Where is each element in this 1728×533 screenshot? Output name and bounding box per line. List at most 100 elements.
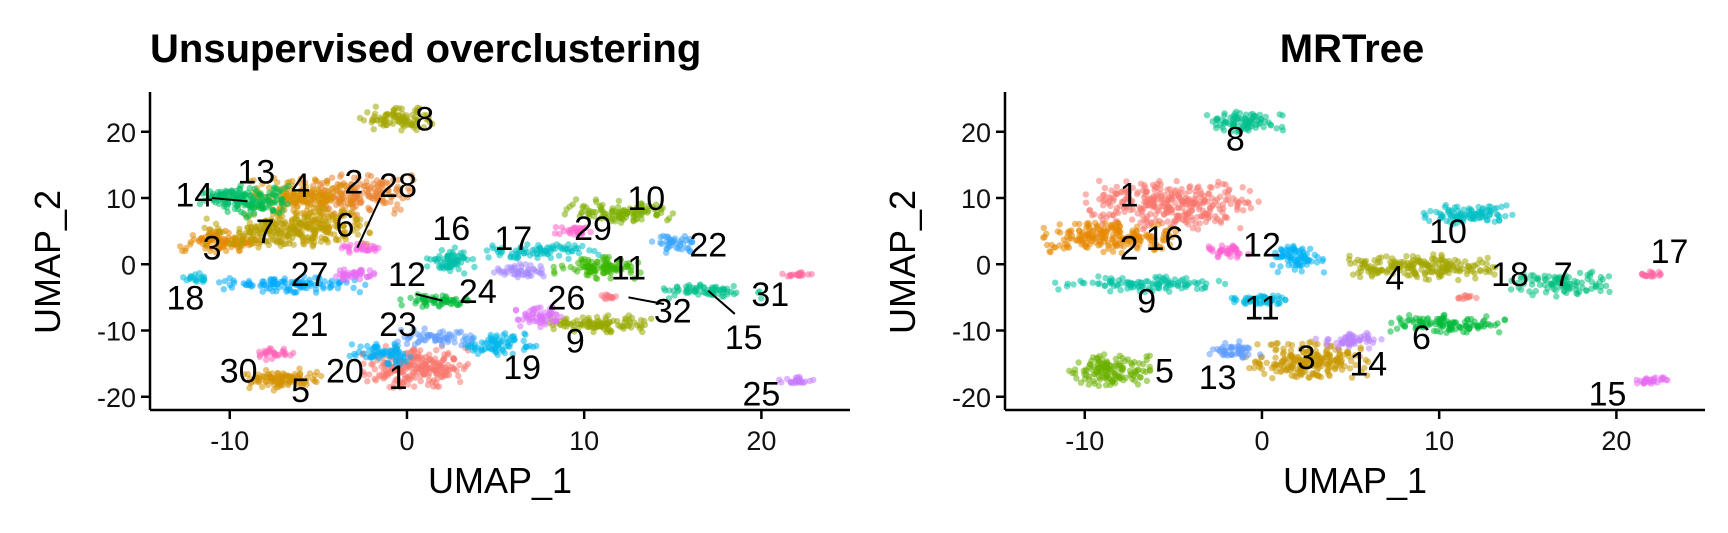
data-point [1268, 341, 1276, 348]
data-point [525, 314, 532, 321]
data-point [555, 252, 563, 259]
data-point [347, 197, 354, 204]
data-point [1097, 213, 1104, 220]
data-point [1341, 363, 1348, 370]
data-point [1659, 375, 1666, 383]
data-point [784, 375, 791, 383]
cluster-label-8: 8 [415, 101, 434, 139]
cluster-label-18: 18 [1491, 256, 1529, 294]
data-point [546, 244, 553, 251]
data-point [1633, 380, 1641, 387]
data-point [296, 365, 303, 372]
data-point [1378, 336, 1385, 343]
data-point [1396, 314, 1403, 322]
data-point [1100, 351, 1108, 358]
data-point [1473, 294, 1480, 302]
data-point [263, 351, 270, 359]
cluster-label-15: 15 [725, 319, 763, 357]
data-point [322, 197, 329, 204]
y-tick-label: 0 [121, 250, 136, 280]
data-point [1143, 233, 1151, 240]
data-point [1194, 226, 1202, 233]
data-point [1442, 258, 1449, 265]
data-point [1456, 323, 1463, 330]
data-point [1248, 123, 1255, 130]
data-point [1052, 279, 1059, 286]
data-point [332, 273, 340, 280]
data-point [320, 225, 327, 232]
y-tick-label: 20 [961, 118, 991, 148]
data-point [437, 333, 444, 340]
cluster-label-4: 4 [1385, 260, 1404, 298]
data-point [1313, 259, 1321, 266]
data-point [257, 238, 264, 245]
data-point [396, 361, 404, 368]
data-point [1466, 325, 1473, 333]
data-point [1387, 328, 1394, 335]
data-point [372, 103, 379, 110]
data-point [300, 240, 307, 247]
data-point [1246, 364, 1253, 372]
data-point [304, 190, 311, 198]
data-point [1438, 251, 1445, 259]
cluster-label-5: 5 [1155, 352, 1174, 390]
data-point [1252, 358, 1259, 365]
data-point [534, 254, 541, 262]
data-point [298, 197, 305, 204]
data-point [1105, 245, 1112, 252]
data-point [1578, 279, 1586, 286]
data-point [1082, 191, 1090, 198]
data-point [526, 319, 533, 326]
data-point [196, 200, 204, 208]
data-point [608, 209, 615, 216]
cluster-label-13: 13 [1199, 359, 1237, 397]
data-point [424, 263, 431, 270]
data-point [394, 375, 401, 382]
data-point [357, 216, 364, 223]
cluster-15-points [660, 281, 765, 302]
data-point [192, 271, 199, 278]
data-point [1100, 248, 1107, 256]
data-point [607, 294, 615, 301]
data-point [1298, 246, 1305, 254]
data-point [454, 301, 461, 308]
data-point [1205, 243, 1213, 250]
data-point [395, 176, 402, 183]
data-point [1485, 266, 1492, 274]
data-point [501, 330, 509, 337]
data-point [1418, 323, 1425, 330]
data-point [329, 185, 337, 192]
data-point [1213, 196, 1221, 203]
data-point [1212, 213, 1219, 220]
data-point [394, 201, 401, 208]
data-point [1389, 270, 1396, 277]
data-point [1043, 241, 1051, 249]
data-point [1298, 345, 1305, 352]
cluster-label-31: 31 [751, 276, 789, 314]
cluster-label-8: 8 [1226, 120, 1245, 158]
data-point [1181, 211, 1188, 218]
data-point [587, 228, 594, 236]
data-point [303, 213, 311, 220]
cluster-25-points [776, 373, 817, 387]
data-point [529, 250, 537, 257]
data-point [214, 234, 221, 242]
data-point [391, 111, 398, 119]
data-point [289, 202, 297, 209]
data-point [256, 375, 263, 382]
cluster-8-points [356, 103, 436, 134]
data-point [1095, 273, 1102, 280]
data-point [349, 227, 357, 234]
data-point [393, 185, 400, 193]
data-point [215, 245, 222, 253]
data-point [385, 187, 392, 194]
data-point [1091, 235, 1099, 242]
data-point [1583, 287, 1590, 294]
data-point [1542, 276, 1550, 284]
data-point [1142, 368, 1150, 376]
data-point [215, 200, 223, 208]
data-point [417, 347, 424, 354]
data-point [245, 279, 253, 287]
data-point [1124, 196, 1132, 203]
data-point [375, 354, 383, 362]
